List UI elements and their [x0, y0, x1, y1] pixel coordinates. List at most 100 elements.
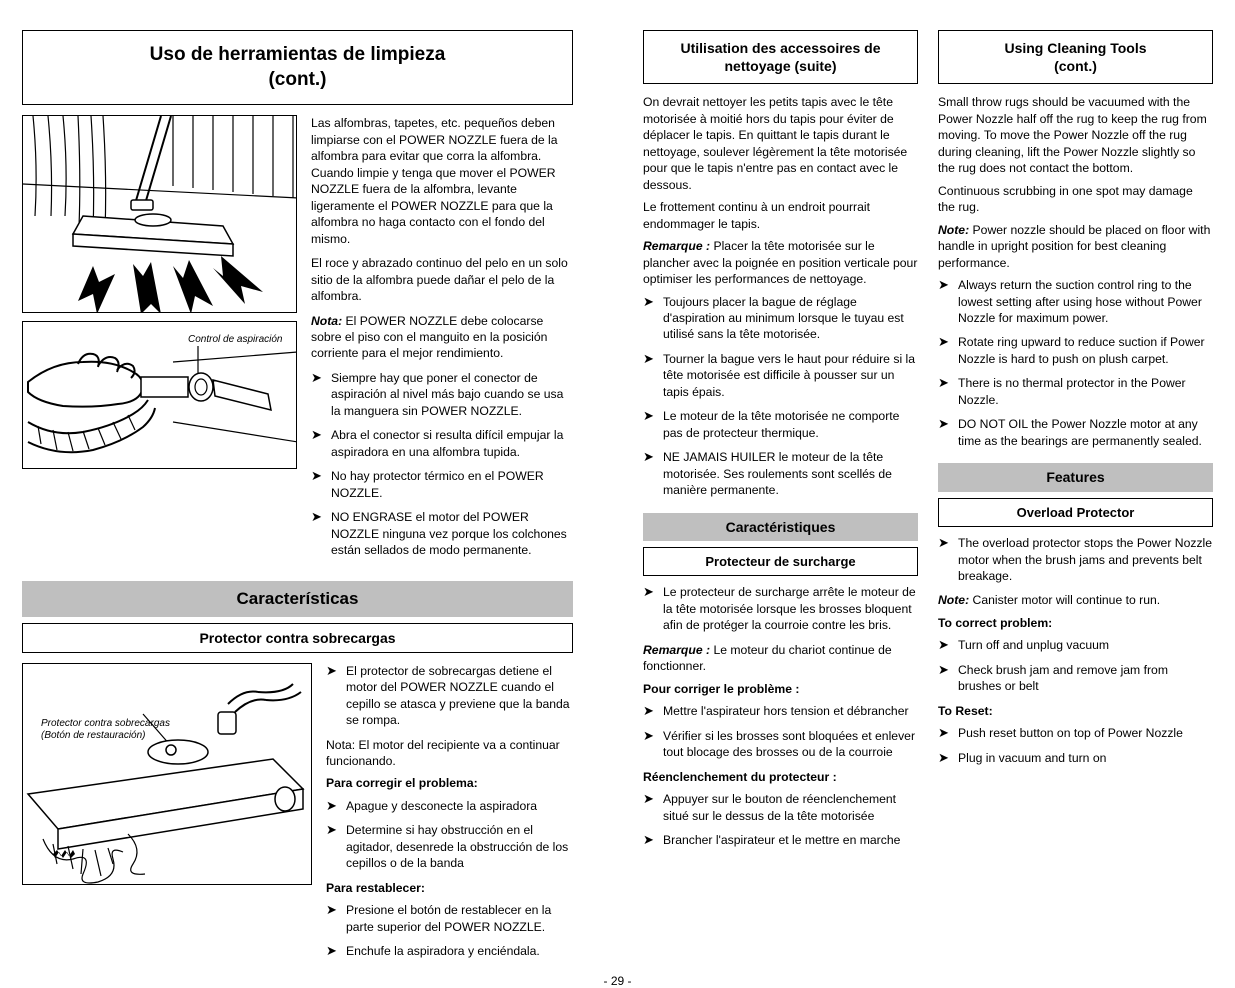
bullet-item: ➤Le protecteur de surcharge arrête le mo…	[643, 584, 918, 633]
bullet-text: Apague y desconecte la aspiradora	[346, 798, 537, 814]
french-title: Utilisation des accessoires de nettoyage…	[681, 40, 881, 74]
arrow-icon: ➤	[643, 791, 657, 824]
bullet-item: ➤Toujours placer la bague de réglage d'a…	[643, 294, 918, 343]
bullet-item: ➤Plug in vacuum and turn on	[938, 750, 1213, 766]
arrow-icon: ➤	[643, 728, 657, 761]
left-upper-section: Control de aspiración	[22, 115, 573, 566]
bullet-item: ➤Tourner la bague vers le haut pour rédu…	[643, 351, 918, 400]
bullet-text: Always return the suction control ring t…	[958, 277, 1213, 326]
bullet-text: No hay protector térmico en el POWER NOZ…	[331, 468, 573, 501]
right-area: Utilisation des accessoires de nettoyage…	[643, 30, 1213, 968]
fr-subtitle: Protecteur de surcharge	[643, 547, 918, 576]
arrow-icon: ➤	[326, 798, 340, 814]
left-column: Uso de herramientas de limpieza (cont.)	[22, 30, 573, 968]
illustration-stack: Control de aspiración	[22, 115, 297, 566]
en-subtitle: Overload Protector	[938, 498, 1213, 527]
left-upper-text: Las alfombras, tapetes, etc. pequeños de…	[311, 115, 573, 566]
arrow-icon: ➤	[938, 375, 952, 408]
left-lower-section: Protector contra sobrecargas (Botón de r…	[22, 663, 573, 968]
note-label: Note:	[938, 223, 969, 237]
en-grayband: Features	[938, 463, 1213, 492]
left-title-box: Uso de herramientas de limpieza (cont.)	[22, 30, 573, 105]
arrow-icon: ➤	[938, 725, 952, 741]
note-label: Remarque :	[643, 239, 710, 253]
fr-header-reset: Réenclenchement du protecteur :	[643, 769, 918, 785]
bullet-text: Siempre hay que poner el conector de asp…	[331, 370, 573, 419]
bullet-item: ➤Siempre hay que poner el conector de as…	[311, 370, 573, 419]
bullet-item: ➤No hay protector térmico en el POWER NO…	[311, 468, 573, 501]
en-header-reset: To Reset:	[938, 703, 1213, 719]
arrow-icon: ➤	[938, 637, 952, 653]
bullet-text: There is no thermal protector in the Pow…	[958, 375, 1213, 408]
bullet-item: ➤NE JAMAIS HUILER le moteur de la tête m…	[643, 449, 918, 498]
bullet-text: The overload protector stops the Power N…	[958, 535, 1213, 584]
english-title: Using Cleaning Tools (cont.)	[1004, 40, 1146, 74]
bullet-text: Vérifier si les brosses sont bloquées et…	[663, 728, 918, 761]
bullet-text: Push reset button on top of Power Nozzle	[958, 725, 1183, 741]
bullet-item: ➤ El protector de sobrecargas detiene el…	[326, 663, 573, 729]
en-para1: Small throw rugs should be vacuumed with…	[938, 94, 1213, 176]
bullet-item: ➤DO NOT OIL the Power Nozzle motor at an…	[938, 416, 1213, 449]
fr-note: Remarque : Placer la tête motorisée sur …	[643, 238, 918, 287]
note-label: Nota:	[311, 314, 342, 328]
bullet-text: El protector de sobrecargas detiene el m…	[346, 663, 573, 729]
suction-control-label: Control de aspiración	[188, 334, 283, 345]
bullet-text: Check brush jam and remove jam from brus…	[958, 662, 1213, 695]
bullet-text: Plug in vacuum and turn on	[958, 750, 1106, 766]
para-damage: El roce y abrazado continuo del pelo en …	[311, 255, 573, 304]
arrow-icon: ➤	[311, 468, 325, 501]
note-text: El POWER NOZZLE debe colocarse sobre el …	[311, 314, 547, 361]
arrow-icon: ➤	[938, 535, 952, 584]
arrow-icon: ➤	[326, 902, 340, 935]
arrow-icon: ➤	[326, 663, 340, 729]
bullet-item: ➤NO ENGRASE el motor del POWER NOZZLE ni…	[311, 509, 573, 558]
bullet-text: NE JAMAIS HUILER le moteur de la tête mo…	[663, 449, 918, 498]
bullet-text: Appuyer sur le bouton de réenclenchement…	[663, 791, 918, 824]
arrow-icon: ➤	[643, 351, 657, 400]
english-title-box: Using Cleaning Tools (cont.)	[938, 30, 1213, 84]
fr-grayband: Caractéristiques	[643, 513, 918, 542]
illustration-suction-control: Control de aspiración	[22, 321, 297, 469]
fr-bullets-1: ➤Toujours placer la bague de réglage d'a…	[643, 294, 918, 499]
bullet-item: ➤The overload protector stops the Power …	[938, 535, 1213, 584]
note-text: Power nozzle should be placed on floor w…	[938, 223, 1210, 270]
bullet-text: Tourner la bague vers le haut pour rédui…	[663, 351, 918, 400]
bullet-item: ➤Appuyer sur le bouton de réenclenchemen…	[643, 791, 918, 824]
arrow-icon: ➤	[938, 662, 952, 695]
note-text: Canister motor will continue to run.	[973, 593, 1161, 607]
bullet-text: Le moteur de la tête motorisée ne compor…	[663, 408, 918, 441]
bullet-text: Turn off and unplug vacuum	[958, 637, 1109, 653]
bullet-text: Brancher l'aspirateur et le mettre en ma…	[663, 832, 900, 848]
left-title: Uso de herramientas de limpieza (cont.)	[150, 44, 446, 90]
bullet-item: ➤There is no thermal protector in the Po…	[938, 375, 1213, 408]
bullet-text: DO NOT OIL the Power Nozzle motor at any…	[958, 416, 1213, 449]
header-reset: Para restablecer:	[326, 880, 573, 896]
left-subtitle-overload: Protector contra sobrecargas	[22, 623, 573, 653]
arrow-icon: ➤	[643, 703, 657, 719]
bullet-item: ➤Determine si hay obstrucción en el agit…	[326, 822, 573, 871]
arrow-icon: ➤	[643, 584, 657, 633]
french-title-box: Utilisation des accessoires de nettoyage…	[643, 30, 918, 84]
arrow-icon: ➤	[311, 370, 325, 419]
bullet-item: ➤ Apague y desconecte la aspiradora	[326, 798, 573, 814]
arrow-icon: ➤	[326, 822, 340, 871]
french-column: Utilisation des accessoires de nettoyage…	[643, 30, 918, 968]
arrow-icon: ➤	[326, 943, 340, 959]
arrow-icon: ➤	[643, 449, 657, 498]
lower-para: El protector de sobrecargas detiene el m…	[346, 664, 570, 727]
bullet-text: Le protecteur de surcharge arrête le mot…	[663, 584, 918, 633]
bullet-item: ➤Enchufe la aspiradora y enciéndala.	[326, 943, 573, 959]
fr-para2: Le frottement continu à un endroit pourr…	[643, 199, 918, 232]
bullet-item: ➤Rotate ring upward to reduce suction if…	[938, 334, 1213, 367]
para-note: Nota: El POWER NOZZLE debe colocarse sob…	[311, 313, 573, 362]
overload-label-2: (Botón de restauración)	[41, 730, 146, 741]
bullet-text: Mettre l'aspirateur hors tension et débr…	[663, 703, 909, 719]
page-number: - 29 -	[22, 974, 1213, 988]
arrow-icon: ➤	[311, 427, 325, 460]
bullet-text: Rotate ring upward to reduce suction if …	[958, 334, 1213, 367]
bullet-item: ➤Vérifier si les brosses sont bloquées e…	[643, 728, 918, 761]
left-bullets-1: ➤Siempre hay que poner el conector de as…	[311, 370, 573, 559]
arrow-icon: ➤	[643, 832, 657, 848]
bullet-text: Abra el conector si resulta difícil empu…	[331, 427, 573, 460]
bullet-text: NO ENGRASE el motor del POWER NOZZLE nin…	[331, 509, 573, 558]
